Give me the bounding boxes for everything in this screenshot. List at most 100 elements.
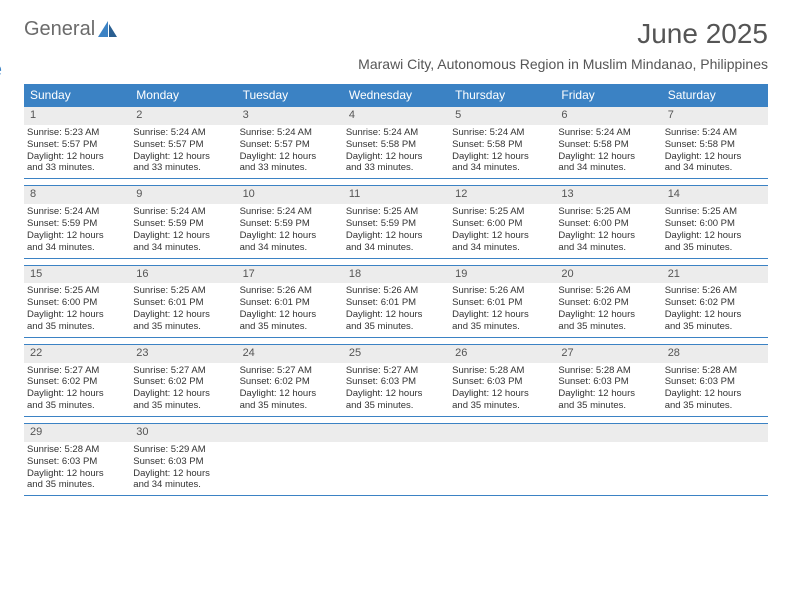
daylight-text-line1: Daylight: 12 hours (558, 388, 658, 400)
day-details: Sunrise: 5:25 AMSunset: 6:00 PMDaylight:… (662, 204, 768, 258)
calendar-day-cell: 21Sunrise: 5:26 AMSunset: 6:02 PMDayligh… (662, 266, 768, 337)
daylight-text-line1: Daylight: 12 hours (558, 230, 658, 242)
sunset-text: Sunset: 5:57 PM (133, 139, 233, 151)
daylight-text-line1: Daylight: 12 hours (452, 388, 552, 400)
daylight-text-line2: and 34 minutes. (133, 242, 233, 254)
sunrise-text: Sunrise: 5:23 AM (27, 127, 127, 139)
sunset-text: Sunset: 5:59 PM (133, 218, 233, 230)
day-number: 19 (449, 266, 555, 284)
sunset-text: Sunset: 5:58 PM (558, 139, 658, 151)
day-number: 17 (237, 266, 343, 284)
sunset-text: Sunset: 6:02 PM (665, 297, 765, 309)
sunrise-text: Sunrise: 5:26 AM (665, 285, 765, 297)
daylight-text-line1: Daylight: 12 hours (133, 230, 233, 242)
sunrise-text: Sunrise: 5:24 AM (240, 206, 340, 218)
day-number: 5 (449, 107, 555, 125)
daylight-text-line1: Daylight: 12 hours (27, 309, 127, 321)
calendar-day-cell: 20Sunrise: 5:26 AMSunset: 6:02 PMDayligh… (555, 266, 661, 337)
daylight-text-line2: and 35 minutes. (27, 400, 127, 412)
day-number: 13 (555, 186, 661, 204)
calendar-day-cell: . (237, 424, 343, 495)
day-number: 7 (662, 107, 768, 125)
sunrise-text: Sunrise: 5:27 AM (133, 365, 233, 377)
calendar-day-cell: 14Sunrise: 5:25 AMSunset: 6:00 PMDayligh… (662, 186, 768, 257)
calendar-day-cell: 26Sunrise: 5:28 AMSunset: 6:03 PMDayligh… (449, 345, 555, 416)
day-number: 8 (24, 186, 130, 204)
logo: General Blue (24, 18, 119, 64)
calendar-day-cell: 13Sunrise: 5:25 AMSunset: 6:00 PMDayligh… (555, 186, 661, 257)
sunrise-text: Sunrise: 5:28 AM (27, 444, 127, 456)
sunrise-text: Sunrise: 5:28 AM (558, 365, 658, 377)
day-number: . (343, 424, 449, 442)
sunrise-text: Sunrise: 5:24 AM (133, 127, 233, 139)
daylight-text-line1: Daylight: 12 hours (346, 230, 446, 242)
day-number: 22 (24, 345, 130, 363)
day-number: . (237, 424, 343, 442)
day-number: 16 (130, 266, 236, 284)
daylight-text-line1: Daylight: 12 hours (452, 309, 552, 321)
day-details: Sunrise: 5:24 AMSunset: 5:58 PMDaylight:… (449, 125, 555, 179)
day-details: Sunrise: 5:25 AMSunset: 6:00 PMDaylight:… (555, 204, 661, 258)
sunrise-text: Sunrise: 5:27 AM (346, 365, 446, 377)
daylight-text-line1: Daylight: 12 hours (133, 151, 233, 163)
day-details: Sunrise: 5:26 AMSunset: 6:02 PMDaylight:… (662, 283, 768, 337)
day-number: 1 (24, 107, 130, 125)
day-number: 30 (130, 424, 236, 442)
day-details: Sunrise: 5:27 AMSunset: 6:02 PMDaylight:… (24, 363, 130, 417)
sunrise-text: Sunrise: 5:24 AM (558, 127, 658, 139)
day-number: 29 (24, 424, 130, 442)
sunset-text: Sunset: 5:59 PM (27, 218, 127, 230)
header: General Blue June 2025 Marawi City, Auto… (0, 0, 792, 76)
daylight-text-line1: Daylight: 12 hours (27, 230, 127, 242)
day-number: 6 (555, 107, 661, 125)
day-details: Sunrise: 5:24 AMSunset: 5:59 PMDaylight:… (130, 204, 236, 258)
day-details: Sunrise: 5:24 AMSunset: 5:58 PMDaylight:… (555, 125, 661, 179)
day-details: Sunrise: 5:28 AMSunset: 6:03 PMDaylight:… (555, 363, 661, 417)
day-number: 9 (130, 186, 236, 204)
day-number: 23 (130, 345, 236, 363)
daylight-text-line2: and 33 minutes. (133, 162, 233, 174)
sunrise-text: Sunrise: 5:24 AM (27, 206, 127, 218)
day-details: Sunrise: 5:28 AMSunset: 6:03 PMDaylight:… (24, 442, 130, 496)
sunrise-text: Sunrise: 5:25 AM (346, 206, 446, 218)
sunset-text: Sunset: 5:59 PM (346, 218, 446, 230)
daylight-text-line1: Daylight: 12 hours (346, 151, 446, 163)
day-number: . (555, 424, 661, 442)
calendar-day-cell: . (449, 424, 555, 495)
daylight-text-line2: and 35 minutes. (558, 400, 658, 412)
day-number: 24 (237, 345, 343, 363)
sunrise-text: Sunrise: 5:27 AM (27, 365, 127, 377)
daylight-text-line2: and 33 minutes. (27, 162, 127, 174)
day-details: Sunrise: 5:29 AMSunset: 6:03 PMDaylight:… (130, 442, 236, 496)
day-details: Sunrise: 5:26 AMSunset: 6:02 PMDaylight:… (555, 283, 661, 337)
day-details: Sunrise: 5:24 AMSunset: 5:57 PMDaylight:… (130, 125, 236, 179)
sunset-text: Sunset: 6:00 PM (27, 297, 127, 309)
sunset-text: Sunset: 5:57 PM (240, 139, 340, 151)
daylight-text-line2: and 35 minutes. (240, 321, 340, 333)
calendar-day-cell: . (662, 424, 768, 495)
daylight-text-line2: and 35 minutes. (27, 321, 127, 333)
calendar-day-cell: 11Sunrise: 5:25 AMSunset: 5:59 PMDayligh… (343, 186, 449, 257)
day-details: Sunrise: 5:23 AMSunset: 5:57 PMDaylight:… (24, 125, 130, 179)
calendar-day-cell: 10Sunrise: 5:24 AMSunset: 5:59 PMDayligh… (237, 186, 343, 257)
sunset-text: Sunset: 5:58 PM (665, 139, 765, 151)
calendar-week-row: 8Sunrise: 5:24 AMSunset: 5:59 PMDaylight… (24, 185, 768, 258)
sunset-text: Sunset: 6:03 PM (665, 376, 765, 388)
sunset-text: Sunset: 6:01 PM (240, 297, 340, 309)
day-details: Sunrise: 5:26 AMSunset: 6:01 PMDaylight:… (343, 283, 449, 337)
day-number: 4 (343, 107, 449, 125)
calendar: Sunday Monday Tuesday Wednesday Thursday… (24, 84, 768, 496)
day-details: Sunrise: 5:24 AMSunset: 5:57 PMDaylight:… (237, 125, 343, 179)
sunset-text: Sunset: 5:58 PM (452, 139, 552, 151)
sunset-text: Sunset: 6:01 PM (452, 297, 552, 309)
daylight-text-line2: and 34 minutes. (558, 162, 658, 174)
daylight-text-line1: Daylight: 12 hours (27, 468, 127, 480)
day-number: 26 (449, 345, 555, 363)
daylight-text-line2: and 35 minutes. (133, 321, 233, 333)
daylight-text-line1: Daylight: 12 hours (452, 230, 552, 242)
daylight-text-line1: Daylight: 12 hours (240, 230, 340, 242)
sunrise-text: Sunrise: 5:24 AM (665, 127, 765, 139)
daylight-text-line1: Daylight: 12 hours (558, 151, 658, 163)
daylight-text-line2: and 33 minutes. (240, 162, 340, 174)
logo-text-blue: Blue (0, 59, 2, 81)
